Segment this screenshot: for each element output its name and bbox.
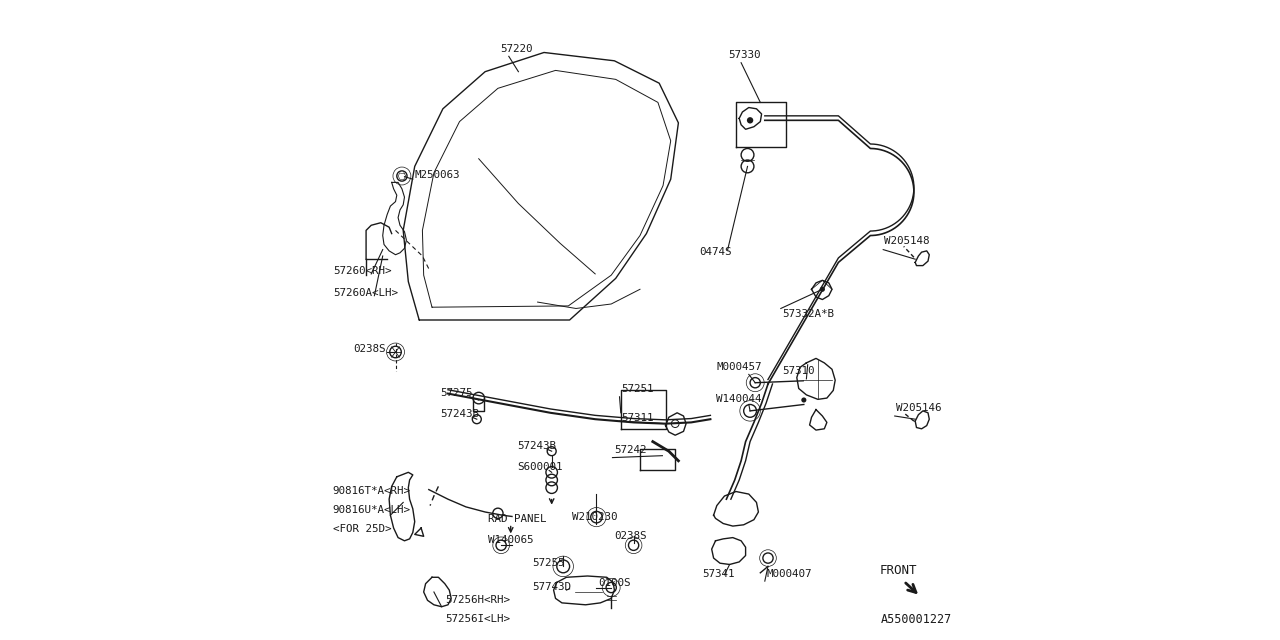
Text: 0100S: 0100S: [598, 577, 630, 588]
Text: W140065: W140065: [488, 535, 534, 545]
Text: W210230: W210230: [571, 512, 617, 522]
Text: W205148: W205148: [884, 237, 931, 246]
Text: 57251: 57251: [621, 384, 653, 394]
Text: 57310: 57310: [782, 366, 814, 376]
Text: <FOR 25D>: <FOR 25D>: [333, 525, 392, 534]
Text: 90816U*A<LH>: 90816U*A<LH>: [333, 506, 411, 515]
Text: 90816T*A<RH>: 90816T*A<RH>: [333, 486, 411, 496]
Text: 0238S: 0238S: [614, 531, 646, 541]
Text: W205146: W205146: [896, 403, 942, 413]
Text: FRONT: FRONT: [881, 564, 918, 577]
Text: M250063: M250063: [415, 170, 461, 180]
Text: 0238S: 0238S: [353, 344, 385, 354]
Text: 57275: 57275: [440, 388, 472, 397]
Text: M000407: M000407: [765, 570, 812, 579]
Text: 57242: 57242: [614, 445, 646, 455]
Text: W140044: W140044: [716, 394, 762, 404]
Text: 57243B: 57243B: [517, 442, 556, 451]
Text: A550001227: A550001227: [881, 613, 952, 626]
Text: 57330: 57330: [728, 50, 760, 60]
Text: 57332A*B: 57332A*B: [782, 309, 835, 319]
Text: 57260<RH>: 57260<RH>: [333, 266, 392, 276]
Text: 57743D: 57743D: [532, 582, 571, 592]
Circle shape: [801, 397, 806, 403]
Text: S600001: S600001: [517, 462, 563, 472]
Text: 57220: 57220: [500, 45, 532, 54]
Text: 57311: 57311: [621, 413, 653, 423]
Text: 57255: 57255: [532, 558, 564, 568]
Text: 57341: 57341: [701, 570, 735, 579]
Text: RAD PANEL: RAD PANEL: [488, 513, 547, 524]
Circle shape: [820, 287, 826, 292]
Text: 57256H<RH>: 57256H<RH>: [445, 595, 511, 605]
Text: 57260A<LH>: 57260A<LH>: [333, 288, 398, 298]
Text: 0474S: 0474S: [699, 247, 731, 257]
Text: M000457: M000457: [717, 362, 763, 372]
Text: 57256I<LH>: 57256I<LH>: [445, 614, 511, 624]
Circle shape: [748, 117, 754, 124]
Text: 57243B: 57243B: [440, 410, 479, 419]
